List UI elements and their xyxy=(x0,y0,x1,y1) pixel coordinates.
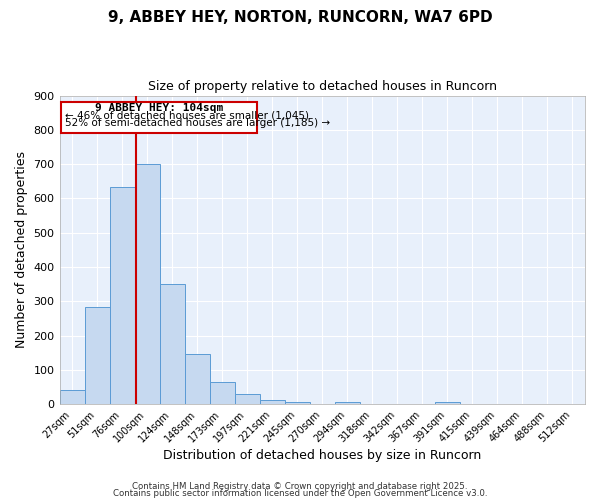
Y-axis label: Number of detached properties: Number of detached properties xyxy=(15,152,28,348)
Bar xyxy=(85,307,110,404)
Text: 9, ABBEY HEY, NORTON, RUNCORN, WA7 6PD: 9, ABBEY HEY, NORTON, RUNCORN, WA7 6PD xyxy=(107,10,493,25)
Bar xyxy=(209,382,235,404)
Text: Contains HM Land Registry data © Crown copyright and database right 2025.: Contains HM Land Registry data © Crown c… xyxy=(132,482,468,491)
Text: 9 ABBEY HEY: 104sqm: 9 ABBEY HEY: 104sqm xyxy=(95,104,223,114)
Text: ← 46% of detached houses are smaller (1,045): ← 46% of detached houses are smaller (1,… xyxy=(65,111,308,121)
Bar xyxy=(260,400,285,404)
Bar xyxy=(335,402,360,404)
Bar xyxy=(185,354,209,404)
Bar xyxy=(134,164,160,404)
Bar xyxy=(59,390,85,404)
Text: 52% of semi-detached houses are larger (1,185) →: 52% of semi-detached houses are larger (… xyxy=(65,118,329,128)
FancyBboxPatch shape xyxy=(61,102,257,132)
Bar xyxy=(160,284,185,404)
Text: Contains public sector information licensed under the Open Government Licence v3: Contains public sector information licen… xyxy=(113,490,487,498)
Bar xyxy=(110,187,134,404)
Bar xyxy=(435,402,460,404)
X-axis label: Distribution of detached houses by size in Runcorn: Distribution of detached houses by size … xyxy=(163,450,481,462)
Bar xyxy=(235,394,260,404)
Title: Size of property relative to detached houses in Runcorn: Size of property relative to detached ho… xyxy=(148,80,497,93)
Bar xyxy=(285,402,310,404)
